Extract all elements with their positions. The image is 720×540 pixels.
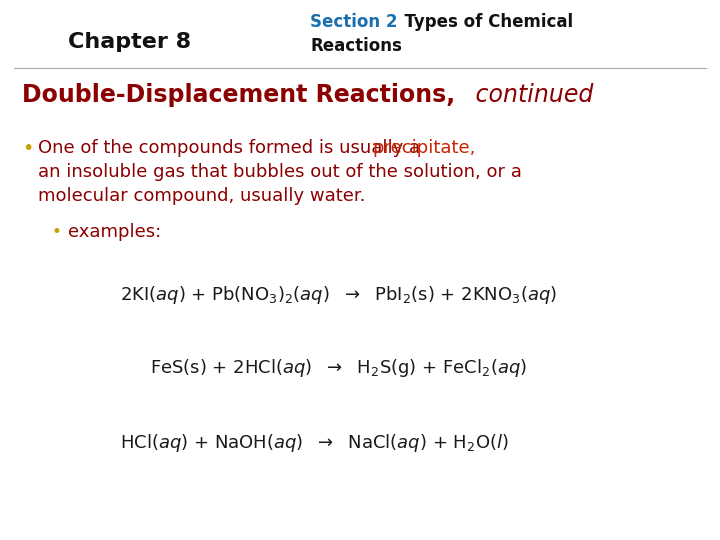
Text: Section 2: Section 2 xyxy=(310,13,397,31)
Text: One of the compounds formed is usually a: One of the compounds formed is usually a xyxy=(38,139,426,157)
Text: FeS(s) + 2HCl($\mathit{aq}$)  $\rightarrow$  H$_2$S(g) + FeCl$_2$($\mathit{aq}$): FeS(s) + 2HCl($\mathit{aq}$) $\rightarro… xyxy=(150,357,527,379)
Text: Types of Chemical: Types of Chemical xyxy=(393,13,573,31)
Text: •: • xyxy=(22,138,33,158)
Text: Chapter 8: Chapter 8 xyxy=(68,32,192,52)
Text: precipitate,: precipitate, xyxy=(372,139,475,157)
Text: molecular compound, usually water.: molecular compound, usually water. xyxy=(38,187,366,205)
Text: an insoluble gas that bubbles out of the solution, or a: an insoluble gas that bubbles out of the… xyxy=(38,163,522,181)
Text: Reactions: Reactions xyxy=(310,37,402,55)
Text: examples:: examples: xyxy=(68,223,161,241)
Text: Double-Displacement Reactions,: Double-Displacement Reactions, xyxy=(22,83,455,107)
Text: •: • xyxy=(52,223,62,241)
Text: HCl($\mathit{aq}$) + NaOH($\mathit{aq}$)  $\rightarrow$  NaCl($\mathit{aq}$) + H: HCl($\mathit{aq}$) + NaOH($\mathit{aq}$)… xyxy=(120,432,509,454)
Text: continued: continued xyxy=(468,83,593,107)
Text: 2KI($\mathit{aq}$) + Pb(NO$_3$)$_2$($\mathit{aq}$)  $\rightarrow$  PbI$_2$(s) + : 2KI($\mathit{aq}$) + Pb(NO$_3$)$_2$($\ma… xyxy=(120,284,557,306)
